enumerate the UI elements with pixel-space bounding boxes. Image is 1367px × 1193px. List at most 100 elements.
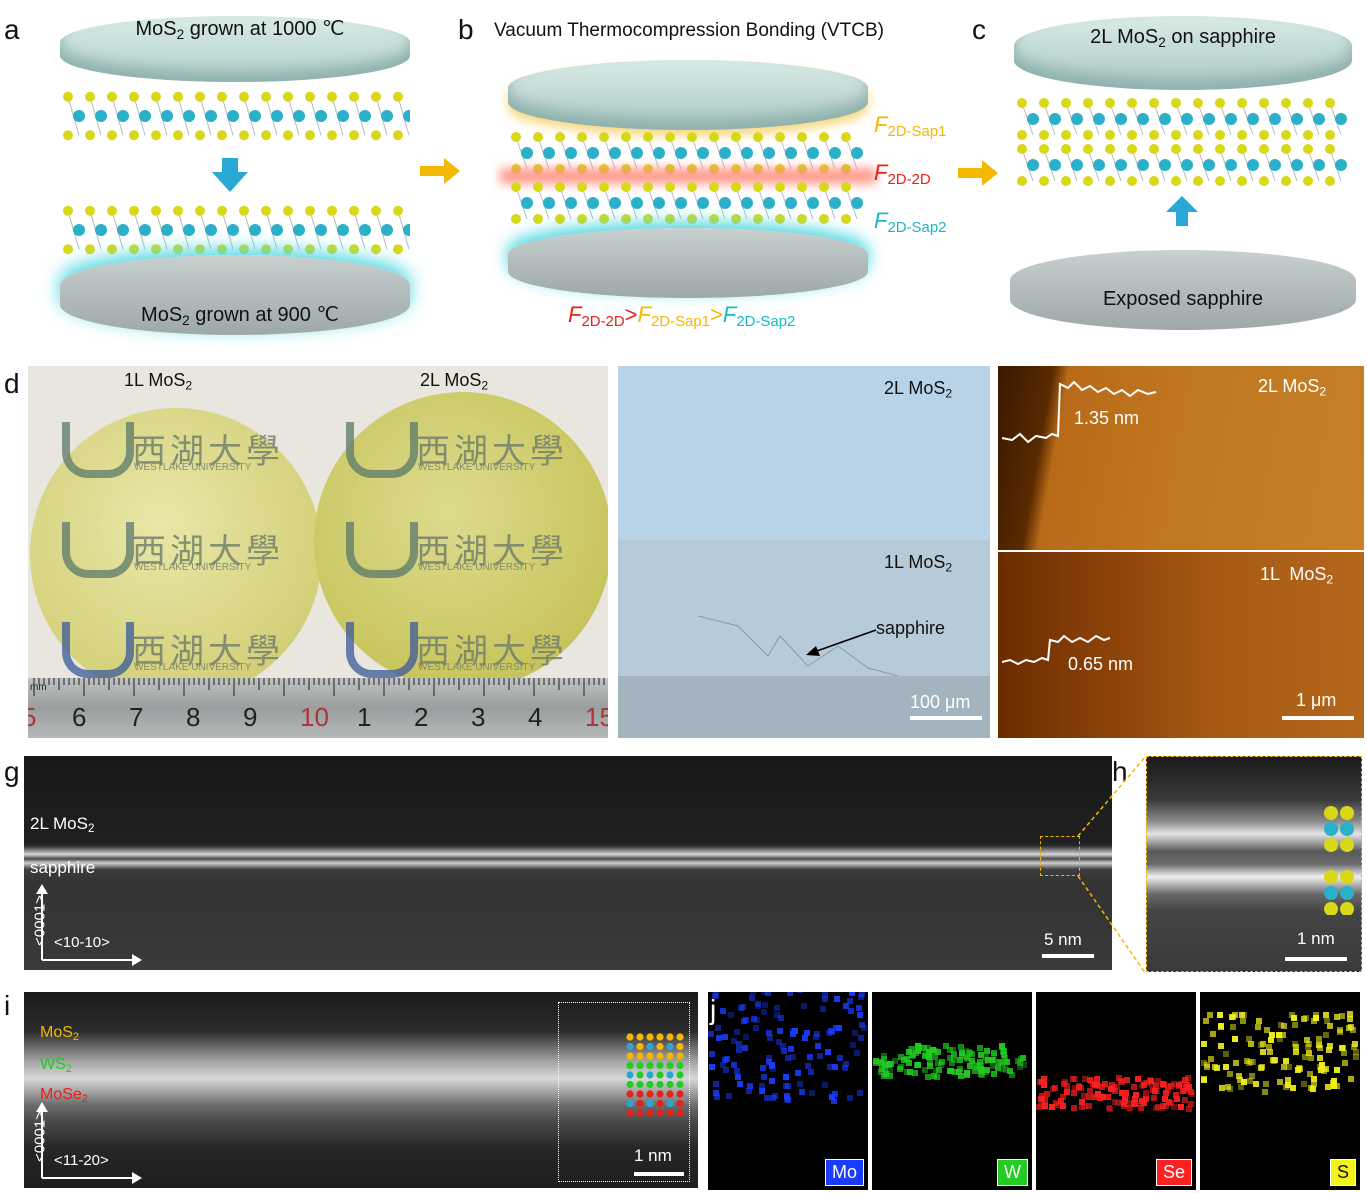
ruler-number: 10 bbox=[300, 702, 329, 732]
interface-glow bbox=[500, 168, 876, 184]
eds-label-w: W bbox=[997, 1159, 1028, 1186]
eds-map-mo: Mo bbox=[708, 992, 868, 1190]
region-1l bbox=[618, 540, 990, 676]
label-2l-e: 2L MoS2 bbox=[884, 378, 953, 401]
force-2d-label: F2D-2D bbox=[874, 160, 931, 189]
label-1l-e: 1L MoS2 bbox=[884, 552, 953, 575]
panel-label-g: g bbox=[4, 756, 20, 787]
arrow-pointer-icon bbox=[806, 629, 877, 656]
force-sap1-label: F2D-Sap1 bbox=[874, 112, 947, 141]
eds-label-s: S bbox=[1329, 1159, 1356, 1186]
eds-label-mo: Mo bbox=[824, 1159, 864, 1186]
mos2-lower-b bbox=[508, 178, 868, 228]
panel-label-c: c bbox=[972, 14, 986, 45]
scalebar-h bbox=[1285, 957, 1347, 961]
panel-e-image: 2L MoS2 1L MoS2 sapphire 100 μm bbox=[618, 366, 990, 738]
scalebar-label-i: 1 nm bbox=[634, 1146, 672, 1165]
panel-j: Mo W Se S bbox=[708, 992, 1364, 1190]
label-ws2-i: WS2 bbox=[40, 1056, 72, 1076]
atomic-model-h bbox=[1324, 806, 1354, 915]
panel-b-title: Vacuum Thermocompression Bonding (VTCB) bbox=[494, 20, 885, 41]
zoom-connector-lines bbox=[1077, 756, 1147, 975]
axis-v-g: <0001> bbox=[31, 895, 49, 946]
panel-label-b: b bbox=[458, 14, 474, 45]
height-profile-2l bbox=[1002, 380, 1157, 444]
scalebar-label-e: 100 μm bbox=[910, 692, 971, 712]
wafer-bottom-c bbox=[1010, 250, 1356, 330]
scalebar-label-h: 1 nm bbox=[1297, 929, 1335, 948]
ruler-number: 2 bbox=[414, 702, 429, 732]
ruler-number-5: 5 bbox=[28, 702, 37, 732]
force-sap2-label: F2D-Sap2 bbox=[874, 208, 947, 237]
region-2l bbox=[618, 366, 990, 540]
model-inset-box bbox=[558, 1002, 690, 1182]
scalebar-i bbox=[634, 1172, 684, 1176]
wafer-bottom-b bbox=[508, 228, 868, 298]
mos2-upper-c bbox=[1014, 94, 1352, 144]
label-sapphire-g: sapphire bbox=[30, 858, 96, 877]
ruler-number: 1 bbox=[357, 702, 372, 732]
right-arrow-icon-bc bbox=[958, 160, 998, 186]
mos2-layer-top bbox=[60, 86, 415, 146]
ruler-number: 4 bbox=[528, 702, 543, 732]
label-sapphire-e: sapphire bbox=[876, 618, 946, 638]
wafer-top-c-label: 2L MoS2 on sapphire bbox=[1090, 26, 1276, 50]
scalebar-label-g: 5 nm bbox=[1044, 930, 1082, 949]
panel-c: 2L MoS2 on sapphire Exposed sapphire bbox=[1010, 14, 1356, 344]
atomic-model-i bbox=[626, 1033, 684, 1117]
label-mos2-i: MoS2 bbox=[40, 1024, 79, 1044]
step-height-1l: 0.65 nm bbox=[1068, 654, 1134, 674]
label-1l-f: 1L MoS2 bbox=[1260, 564, 1334, 587]
panel-i-stem: MoS2 WS2 MoSe2 <0001> <11-20> 1 nm bbox=[24, 992, 698, 1188]
wafer-top-b bbox=[508, 60, 868, 130]
exposed-sapphire-label: Exposed sapphire bbox=[1102, 288, 1264, 310]
panel-f-top-afm: 1.35 nm 2L MoS2 bbox=[998, 366, 1364, 550]
right-arrow-icon-ab bbox=[420, 158, 460, 184]
ruler: mm 5 6 7 8 9 10 1 2 3 4 15 bbox=[28, 678, 608, 738]
wafer-2l-label: 2L MoS2 bbox=[420, 370, 489, 393]
up-arrow-icon bbox=[1166, 196, 1198, 226]
axis-h-i: <11-20> bbox=[54, 1152, 109, 1169]
mos2-lower-c bbox=[1014, 140, 1352, 190]
panel-h-zoom: 1 nm bbox=[1146, 756, 1362, 972]
label-2l-f: 2L MoS2 bbox=[1258, 376, 1327, 399]
ruler-number: 3 bbox=[471, 702, 486, 732]
zoom-box bbox=[1040, 836, 1080, 876]
eds-map-se: Se bbox=[1036, 992, 1196, 1190]
wrinkle-line bbox=[698, 615, 898, 676]
panel-label-i: i bbox=[4, 990, 11, 1021]
panel-label-j: j bbox=[710, 994, 717, 1025]
scalebar-label-f: 1 μm bbox=[1296, 690, 1337, 710]
eds-label-se: Se bbox=[1155, 1159, 1192, 1186]
eds-map-s: S bbox=[1200, 992, 1360, 1190]
axis-v-i: <0001> bbox=[31, 1111, 49, 1162]
panel-label-h: h bbox=[1112, 756, 1128, 787]
region-sapphire bbox=[618, 676, 990, 738]
mos2-layer-bottom bbox=[60, 200, 415, 260]
axis-h-g: <10-10> bbox=[54, 934, 110, 951]
wafer-1l-label: 1L MoS2 bbox=[124, 370, 193, 393]
scalebar-e bbox=[910, 716, 982, 720]
panel-f-bottom-afm: 0.65 nm 1L MoS2 1 μm bbox=[998, 552, 1364, 738]
wafer-top-label: MoS2 grown at 1000 ℃ bbox=[135, 18, 345, 42]
force-inequality: F2D-2D>F2D-Sap1>F2D-Sap2 bbox=[568, 302, 796, 331]
axis-arrows-i bbox=[36, 1102, 142, 1184]
eds-map-w: W bbox=[872, 992, 1032, 1190]
step-height-2l: 1.35 nm bbox=[1074, 408, 1140, 428]
axis-arrows-g bbox=[36, 884, 142, 966]
scalebar-g bbox=[1042, 954, 1094, 958]
scalebar-f bbox=[1282, 716, 1354, 720]
down-arrow-icon bbox=[212, 158, 248, 192]
label-2l-g: 2L MoS2 bbox=[30, 814, 95, 836]
ruler-number: 15 bbox=[585, 702, 608, 732]
panel-d-photo: 1L MoS2 2L MoS2 西湖大學 WESTLAKE UNIVERSITY… bbox=[28, 366, 608, 738]
wafer-bottom-label: MoS2 grown at 900 ℃ bbox=[141, 304, 339, 328]
ruler-number: 7 bbox=[129, 702, 144, 732]
panel-a: MoS2 grown at 1000 ℃ MoS2 grown at 900 ℃ bbox=[40, 0, 440, 345]
ruler-number: 8 bbox=[186, 702, 201, 732]
wafer-bottom bbox=[60, 255, 410, 335]
ruler-number: 6 bbox=[72, 702, 87, 732]
ruler-unit: mm bbox=[30, 682, 47, 693]
panel-label-a: a bbox=[4, 14, 20, 45]
label-mose2-i: MoSe2 bbox=[40, 1086, 88, 1106]
